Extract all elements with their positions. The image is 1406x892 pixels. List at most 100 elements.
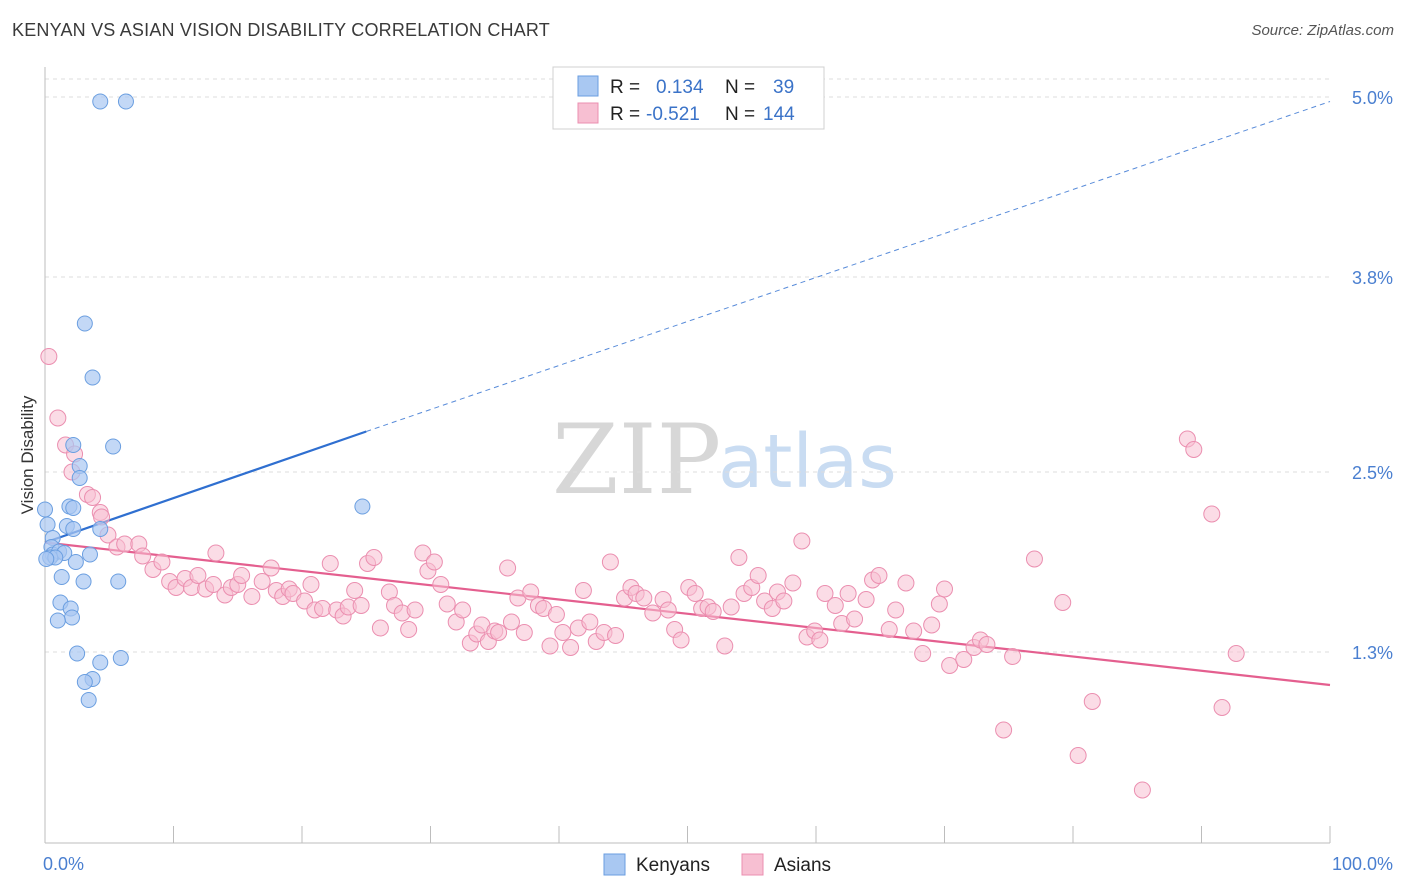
legend-kenyans-n-label: N = bbox=[725, 77, 755, 98]
asian-point bbox=[722, 598, 740, 616]
y-tick-label: 5.0% bbox=[1352, 88, 1393, 108]
kenyan-point bbox=[65, 521, 82, 537]
asian-point bbox=[1083, 693, 1101, 710]
asian-point bbox=[522, 583, 540, 601]
asian-point bbox=[880, 621, 898, 638]
kenyan-point bbox=[39, 516, 56, 533]
asian-point bbox=[253, 573, 271, 590]
kenyan-point bbox=[69, 645, 86, 662]
asian-point bbox=[704, 603, 722, 620]
asian-point bbox=[414, 544, 432, 562]
y-tick-label: 3.8% bbox=[1352, 268, 1393, 288]
asian-point bbox=[547, 606, 565, 623]
asian-point bbox=[515, 624, 533, 641]
watermark-atlas: atlas bbox=[718, 419, 897, 505]
asian-point bbox=[914, 645, 932, 662]
asian-point bbox=[897, 574, 915, 592]
asian-point bbox=[941, 657, 959, 674]
asian-point bbox=[601, 553, 619, 571]
asian-point bbox=[207, 544, 225, 562]
asian-point bbox=[314, 600, 332, 617]
legend-kenyans-r-label: R = bbox=[610, 77, 640, 98]
legend-kenyans-r-value: 0.134 bbox=[656, 77, 704, 98]
asian-point bbox=[1133, 781, 1151, 799]
series-legend: Kenyans Asians bbox=[603, 853, 831, 876]
asian-point bbox=[730, 549, 748, 566]
kenyan-point bbox=[112, 650, 129, 666]
correlation-legend: R = 0.134 N = 39 R = -0.521 N = 144 bbox=[552, 66, 825, 130]
kenyan-point bbox=[84, 369, 101, 386]
asian-point bbox=[811, 631, 829, 649]
legend-kenyans-swatch bbox=[577, 75, 599, 97]
asian-point bbox=[189, 567, 207, 584]
kenyan-point bbox=[49, 612, 66, 629]
legend-asians-n-value: 144 bbox=[763, 104, 795, 125]
asian-point bbox=[574, 582, 592, 599]
kenyan-point bbox=[81, 546, 98, 563]
kenyan-point bbox=[76, 315, 93, 332]
asian-point bbox=[857, 591, 875, 608]
asian-point bbox=[775, 592, 793, 610]
kenyan-point bbox=[110, 573, 127, 590]
legend-kenyans-n-value: 39 bbox=[773, 77, 794, 98]
asian-point bbox=[541, 637, 559, 655]
kenyan-points bbox=[37, 93, 371, 708]
asian-point bbox=[365, 549, 383, 566]
kenyan-point bbox=[75, 573, 92, 590]
asian-point bbox=[955, 651, 973, 668]
bottom-legend-kenyans-label: Kenyans bbox=[636, 855, 710, 876]
kenyan-point bbox=[53, 569, 70, 585]
kenyan-point bbox=[80, 692, 97, 708]
asian-point bbox=[672, 631, 690, 649]
asian-point bbox=[995, 721, 1013, 739]
asian-point bbox=[302, 576, 320, 593]
asian-point bbox=[749, 567, 767, 584]
asian-point bbox=[816, 585, 834, 602]
asian-point bbox=[432, 576, 450, 593]
legend-asians-r-value: -0.521 bbox=[646, 104, 700, 125]
asian-point bbox=[1069, 747, 1087, 764]
asian-point bbox=[1054, 594, 1072, 611]
asian-point bbox=[635, 589, 653, 607]
asian-point bbox=[502, 613, 520, 631]
asian-point bbox=[607, 627, 625, 644]
y-axis-title: Vision Disability bbox=[18, 395, 37, 514]
kenyan-point bbox=[63, 609, 80, 626]
asian-point bbox=[839, 585, 857, 602]
asian-point bbox=[905, 622, 923, 640]
y-tick-label: 2.5% bbox=[1352, 463, 1393, 483]
kenyan-point bbox=[65, 437, 82, 453]
asian-point bbox=[40, 348, 58, 365]
asian-point bbox=[1227, 645, 1245, 662]
legend-asians-swatch bbox=[577, 102, 599, 124]
asian-point bbox=[826, 597, 844, 614]
asian-point bbox=[923, 616, 941, 634]
asian-point bbox=[784, 574, 802, 592]
x-tick-label-max: 100.0% bbox=[1332, 854, 1393, 874]
asian-point bbox=[581, 613, 599, 631]
asian-point bbox=[562, 639, 580, 656]
asian-point bbox=[116, 535, 134, 553]
grid-layer bbox=[45, 78, 1330, 653]
asian-point bbox=[204, 576, 222, 593]
asian-point bbox=[644, 604, 662, 622]
asian-point bbox=[490, 624, 508, 641]
watermark-zip: ZIP bbox=[552, 404, 721, 516]
asian-point bbox=[400, 621, 418, 638]
asian-point bbox=[438, 595, 456, 613]
kenyan-point bbox=[71, 470, 88, 486]
asian-point bbox=[406, 601, 424, 619]
asians-trend-line bbox=[44, 541, 1331, 687]
legend-asians-n-label: N = bbox=[725, 104, 755, 125]
asian-point bbox=[352, 597, 370, 614]
asian-point bbox=[716, 637, 734, 655]
asian-point bbox=[84, 489, 102, 506]
asian-point bbox=[659, 601, 677, 619]
asian-point bbox=[1213, 699, 1231, 716]
bottom-legend-asians-swatch bbox=[741, 853, 764, 876]
asian-point bbox=[243, 588, 261, 605]
asian-point bbox=[1004, 648, 1022, 665]
kenyan-point bbox=[92, 654, 109, 671]
asian-points bbox=[40, 348, 1245, 799]
legend-asians-r-label: R = bbox=[610, 104, 640, 125]
